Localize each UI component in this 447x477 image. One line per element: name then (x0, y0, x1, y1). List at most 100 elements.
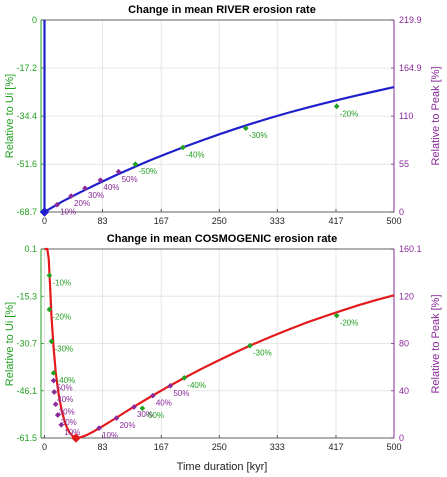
data-marker (48, 338, 55, 345)
data-label: -40% (186, 150, 205, 159)
x-tick-label: 83 (98, 442, 108, 452)
x-axis-label: Time duration [kyr] (177, 461, 268, 473)
right-tick-label: 110 (399, 111, 413, 121)
cosmogenic-left-ylabel: Relative to Ui [%] (4, 302, 16, 386)
left-tick-label: -15.3 (16, 291, 37, 301)
data-label: 50% (173, 389, 189, 398)
river-left-ylabel: Relative to Ui [%] (4, 74, 16, 158)
right-tick-label: 160.1 (399, 244, 422, 254)
data-label: -30% (54, 344, 73, 353)
data-marker (50, 370, 57, 376)
data-marker (51, 389, 58, 395)
data-label: 50% (57, 384, 73, 393)
x-tick-label: 333 (270, 216, 285, 226)
x-tick-label: 500 (386, 216, 401, 226)
x-tick-label: 0 (42, 216, 47, 226)
left-tick-label: 0.1 (24, 244, 37, 254)
river-right-ylabel: Relative to Peak [%] (430, 66, 442, 165)
data-marker (113, 415, 120, 422)
data-label: 20% (119, 421, 135, 430)
data-marker (132, 161, 139, 168)
right-tick-label: 120 (399, 291, 414, 301)
right-tick-label: 0 (399, 433, 404, 443)
data-label: -30% (249, 131, 268, 140)
data-marker (333, 312, 340, 319)
data-marker (46, 306, 53, 313)
data-label: -50% (145, 411, 164, 420)
data-marker (54, 412, 61, 418)
cosmogenic-right-ylabel: Relative to Peak [%] (430, 294, 442, 393)
data-label: -20% (340, 109, 359, 118)
data-label: -40% (187, 381, 206, 390)
data-label: 20% (74, 199, 90, 208)
data-marker (68, 193, 75, 200)
data-label: 20% (61, 418, 77, 427)
x-tick-label: 417 (328, 442, 343, 452)
data-label: 10% (60, 208, 76, 217)
data-marker (58, 421, 65, 428)
left-tick-label: -51.6 (16, 159, 37, 169)
x-tick-label: 500 (386, 442, 401, 452)
data-label: -40% (57, 376, 76, 385)
river-panel: Change in mean RIVER erosion rate Relati… (4, 4, 442, 226)
data-marker (46, 272, 53, 279)
data-marker (50, 377, 57, 384)
right-tick-label: 219.9 (399, 15, 422, 25)
cosmogenic-panel: Change in mean COSMOGENIC erosion rate R… (4, 233, 442, 452)
data-label: -10% (52, 278, 71, 287)
data-label: -30% (253, 349, 272, 358)
x-tick-label: 167 (154, 442, 169, 452)
left-tick-label: -17.2 (16, 63, 37, 73)
data-label: 30% (137, 410, 153, 419)
data-label: 30% (59, 407, 75, 416)
left-tick-label: -30.7 (16, 339, 37, 349)
x-tick-label: 0 (42, 442, 47, 452)
data-label: -50% (138, 167, 157, 176)
data-marker (131, 404, 137, 410)
x-tick-label: 250 (212, 216, 227, 226)
data-label: 30% (88, 191, 104, 200)
data-label: 10% (102, 431, 118, 440)
data-marker (115, 168, 122, 175)
data-label: -20% (340, 319, 359, 328)
data-marker (242, 125, 249, 132)
left-tick-label: -68.7 (16, 207, 37, 217)
data-marker (71, 433, 81, 443)
left-tick-label: 0 (32, 15, 37, 25)
left-tick-label: -61.5 (16, 433, 37, 443)
right-tick-label: 40 (399, 386, 409, 396)
right-tick-label: 164.9 (399, 63, 422, 73)
data-marker (52, 401, 59, 408)
data-marker (82, 185, 88, 192)
right-tick-label: 0 (399, 207, 404, 217)
x-tick-label: 167 (154, 216, 169, 226)
data-marker (167, 382, 174, 389)
data-label: 40% (103, 183, 119, 192)
data-marker (181, 374, 188, 381)
data-label: 40% (156, 399, 172, 408)
series-line (44, 247, 395, 440)
data-marker (139, 405, 146, 412)
data-marker (54, 201, 61, 208)
river-title: Change in mean RIVER erosion rate (128, 4, 316, 16)
x-tick-label: 333 (270, 442, 285, 452)
data-marker (149, 392, 156, 399)
x-tick-label: 83 (98, 216, 108, 226)
right-tick-label: 55 (399, 159, 409, 169)
data-marker (247, 342, 253, 349)
data-marker (97, 177, 104, 184)
x-tick-label: 417 (328, 216, 343, 226)
data-label: 50% (122, 175, 138, 184)
data-label: 40% (57, 395, 73, 404)
left-tick-label: -46.1 (16, 386, 37, 396)
data-marker (179, 144, 186, 151)
x-tick-label: 250 (212, 442, 227, 452)
right-tick-label: 80 (399, 339, 409, 349)
left-tick-label: -34.4 (16, 111, 37, 121)
data-marker (96, 425, 102, 432)
data-marker (333, 103, 340, 110)
cosmogenic-title: Change in mean COSMOGENIC erosion rate (107, 233, 337, 245)
data-label: -20% (52, 312, 71, 321)
data-label: 10% (64, 428, 80, 437)
